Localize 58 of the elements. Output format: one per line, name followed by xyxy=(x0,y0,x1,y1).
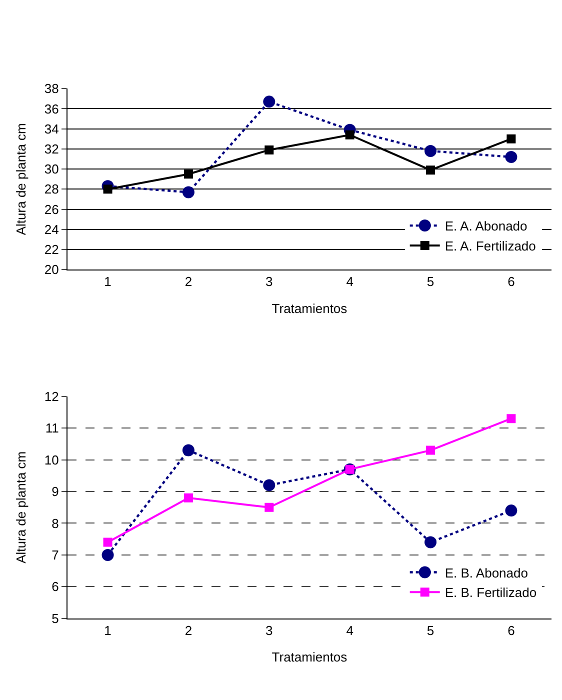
point xyxy=(103,184,112,194)
point xyxy=(505,150,518,163)
x-tick-label: 1 xyxy=(104,622,112,638)
y-tick-label: 32 xyxy=(44,142,59,157)
point xyxy=(263,479,276,492)
y-tick-label: 36 xyxy=(44,101,59,116)
x-tick-label: 1 xyxy=(104,274,112,290)
point xyxy=(424,536,437,548)
point xyxy=(102,548,114,561)
point xyxy=(184,493,193,502)
point xyxy=(505,504,518,517)
legend-label: E. B. Fertilizado xyxy=(444,585,537,600)
x-tick-label: 6 xyxy=(508,274,515,290)
x-tick-label: 3 xyxy=(266,274,273,290)
point xyxy=(182,444,194,456)
x-tick-label: 6 xyxy=(508,622,515,638)
y-tick-label: 9 xyxy=(52,484,59,500)
y-tick-label: 12 xyxy=(44,388,59,404)
point xyxy=(345,130,354,140)
y-tick-label: 20 xyxy=(44,262,59,278)
point xyxy=(424,144,437,157)
legend-label: E. A. Fertilizado xyxy=(444,238,536,254)
y-tick-label: 11 xyxy=(45,420,59,436)
point xyxy=(426,446,436,455)
y-tick-label: 22 xyxy=(44,242,59,258)
y-tick-label: 38 xyxy=(44,81,59,96)
point xyxy=(182,186,194,198)
x-tick-label: 5 xyxy=(426,622,434,638)
y-tick-label: 24 xyxy=(44,222,59,237)
legend-label: E. B. Abonado xyxy=(444,565,528,580)
x-axis-title: Tratamientos xyxy=(272,300,348,316)
y-tick-label: 28 xyxy=(44,182,59,197)
y-axis-title: Altura de planta cm xyxy=(13,451,28,564)
y-tick-label: 5 xyxy=(52,610,59,626)
y-axis-title: Altura de planta cm xyxy=(13,123,28,236)
y-tick-label: 8 xyxy=(52,516,59,531)
point xyxy=(184,170,193,179)
point xyxy=(506,414,516,424)
y-tick-label: 6 xyxy=(52,579,59,594)
x-tick-label: 3 xyxy=(266,622,273,638)
x-tick-label: 2 xyxy=(184,274,192,290)
point xyxy=(426,166,436,175)
x-tick-label: 4 xyxy=(346,274,354,290)
x-tick-label: 4 xyxy=(346,622,354,638)
y-tick-label: 10 xyxy=(44,452,59,468)
point xyxy=(506,134,516,144)
y-tick-label: 30 xyxy=(44,162,59,177)
legend-label: E. A. Abonado xyxy=(444,218,528,234)
x-axis-title: Tratamientos xyxy=(272,650,348,665)
x-tick-label: 2 xyxy=(184,622,192,638)
y-tick-label: 26 xyxy=(44,202,59,217)
point xyxy=(264,145,274,154)
x-tick-label: 5 xyxy=(426,274,434,290)
point xyxy=(263,96,276,108)
y-tick-label: 7 xyxy=(52,548,59,563)
point xyxy=(264,502,274,512)
point xyxy=(103,538,112,547)
y-tick-label: 34 xyxy=(44,121,59,136)
